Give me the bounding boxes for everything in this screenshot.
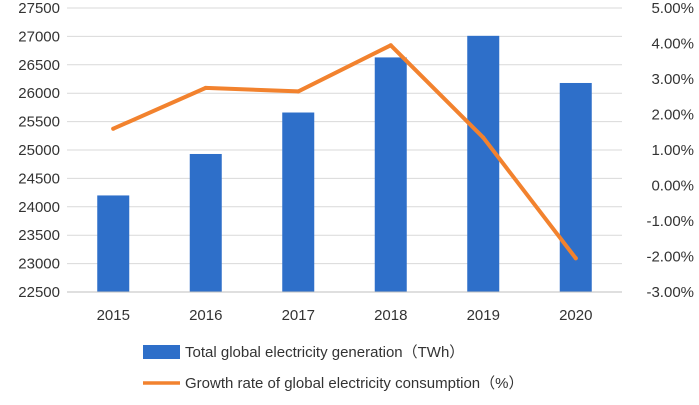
right-tick-label: 4.00% — [651, 36, 694, 53]
left-tick-label: 26500 — [18, 57, 60, 74]
x-tick-label-2020: 2020 — [559, 307, 592, 324]
bar-2015 — [97, 195, 130, 292]
line-point-2015 — [111, 126, 116, 131]
legend-bar-label: Total global electricity generation（TWh） — [185, 344, 464, 361]
line-point-2016 — [203, 85, 208, 90]
right-tick-label: 1.00% — [651, 142, 694, 159]
left-tick-label: 24500 — [18, 170, 60, 187]
left-tick-label: 25500 — [18, 114, 60, 131]
left-tick-label: 24000 — [18, 199, 60, 216]
gridlines — [67, 7, 622, 265]
bar-2016 — [189, 153, 222, 292]
legend: Total global electricity generation（TWh）… — [143, 344, 523, 392]
x-tick-label-2015: 2015 — [97, 307, 130, 324]
left-tick-label: 27000 — [18, 28, 60, 45]
bar-series — [97, 35, 592, 293]
right-tick-label: 5.00% — [651, 0, 694, 17]
bar-2019 — [467, 35, 500, 292]
left-axis-ticks: 22500 23000 23500 24000 24500 25000 25500 26000… — [18, 0, 60, 301]
bar-2017 — [282, 112, 315, 293]
left-tick-label: 25000 — [18, 142, 60, 159]
right-tick-label: -1.00% — [646, 213, 694, 230]
growth-rate-line — [111, 43, 578, 261]
x-tick-label-2018: 2018 — [374, 307, 407, 324]
x-tick-label-2017: 2017 — [282, 307, 315, 324]
right-tick-label: -2.00% — [646, 249, 694, 266]
line-point-2019 — [481, 135, 486, 140]
right-tick-label: 3.00% — [651, 71, 694, 88]
left-tick-label: 23500 — [18, 227, 60, 244]
left-tick-label: 23000 — [18, 256, 60, 273]
left-tick-label: 22500 — [18, 284, 60, 301]
bar-2018 — [374, 57, 407, 292]
line-point-2020 — [573, 256, 578, 261]
right-axis-ticks: -3.00% -2.00% -1.00% 0.00% 1.00% 2.00% 3.00% 4.… — [646, 0, 694, 301]
right-tick-label: 2.00% — [651, 107, 694, 124]
x-tick-label-2019: 2019 — [467, 307, 500, 324]
legend-bar-swatch — [143, 345, 180, 359]
bar-2020 — [559, 82, 592, 292]
x-tick-label-2016: 2016 — [189, 307, 222, 324]
line-point-2017 — [296, 89, 301, 94]
right-tick-label: -3.00% — [646, 284, 694, 301]
right-tick-label: 0.00% — [651, 178, 694, 195]
x-axis-ticks: 2015 2016 2017 2018 2019 2020 — [97, 307, 593, 324]
left-tick-label: 26000 — [18, 85, 60, 102]
legend-line-label: Growth rate of global electricity consum… — [185, 375, 523, 392]
left-tick-label: 27500 — [18, 0, 60, 17]
line-point-2018 — [388, 43, 393, 48]
line-series — [111, 43, 578, 261]
